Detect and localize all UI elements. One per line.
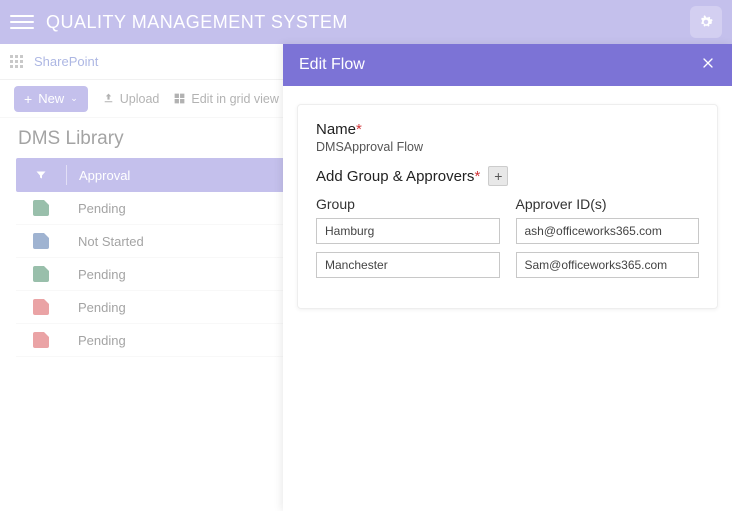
panel-title: Edit Flow xyxy=(299,56,365,74)
file-icon-cell xyxy=(16,233,66,249)
status-cell: Pending xyxy=(66,300,126,315)
file-icon-cell xyxy=(16,332,66,348)
name-label: Name* xyxy=(316,121,699,138)
add-approver-button[interactable]: + xyxy=(488,166,508,186)
app-bar: QUALITY MANAGEMENT SYSTEM xyxy=(0,0,732,44)
settings-button[interactable] xyxy=(690,6,722,38)
approver-input[interactable] xyxy=(516,218,700,244)
group-column-header: Group xyxy=(316,196,500,212)
flow-card: Name* DMSApproval Flow Add Group & Appro… xyxy=(297,104,718,309)
close-icon xyxy=(700,55,716,71)
new-button-label: New xyxy=(38,91,64,106)
doc-file-icon xyxy=(33,233,49,249)
gear-icon xyxy=(697,13,715,31)
close-button[interactable] xyxy=(700,55,716,76)
group-input[interactable] xyxy=(316,252,500,278)
required-marker: * xyxy=(356,121,362,138)
upload-button[interactable]: Upload xyxy=(102,92,160,106)
upload-label: Upload xyxy=(120,92,160,106)
panel-header: Edit Flow xyxy=(283,44,732,86)
name-label-text: Name xyxy=(316,121,356,138)
status-cell: Pending xyxy=(66,333,126,348)
xls-file-icon xyxy=(33,266,49,282)
upload-icon xyxy=(102,92,115,105)
file-icon-cell xyxy=(16,266,66,282)
status-cell: Not Started xyxy=(66,234,144,249)
grid-icon xyxy=(173,92,186,105)
file-icon-cell xyxy=(16,200,66,216)
plus-icon: + xyxy=(24,92,32,106)
chevron-down-icon: ⌄ xyxy=(70,93,78,104)
xls-file-icon xyxy=(33,200,49,216)
pdf-file-icon xyxy=(33,332,49,348)
status-cell: Pending xyxy=(66,201,126,216)
filter-icon xyxy=(35,169,47,181)
add-approvers-label: Add Group & Approvers* xyxy=(316,168,480,185)
app-title: QUALITY MANAGEMENT SYSTEM xyxy=(46,12,690,33)
app-launcher-icon[interactable] xyxy=(10,55,24,69)
grid-view-button[interactable]: Edit in grid view xyxy=(173,92,279,106)
menu-icon[interactable] xyxy=(10,10,34,34)
new-button[interactable]: + New ⌄ xyxy=(14,86,88,112)
status-cell: Pending xyxy=(66,267,126,282)
add-approvers-label-text: Add Group & Approvers xyxy=(316,168,474,185)
sharepoint-link[interactable]: SharePoint xyxy=(34,54,98,69)
approver-input[interactable] xyxy=(516,252,700,278)
edit-flow-panel: Edit Flow Name* DMSApproval Flow Add Gro… xyxy=(283,44,732,511)
required-marker: * xyxy=(474,168,480,185)
filter-button[interactable] xyxy=(16,169,66,181)
name-value: DMSApproval Flow xyxy=(316,140,699,154)
file-icon-cell xyxy=(16,299,66,315)
grid-label: Edit in grid view xyxy=(191,92,279,106)
pdf-file-icon xyxy=(33,299,49,315)
approver-column-header: Approver ID(s) xyxy=(516,196,700,212)
group-input[interactable] xyxy=(316,218,500,244)
